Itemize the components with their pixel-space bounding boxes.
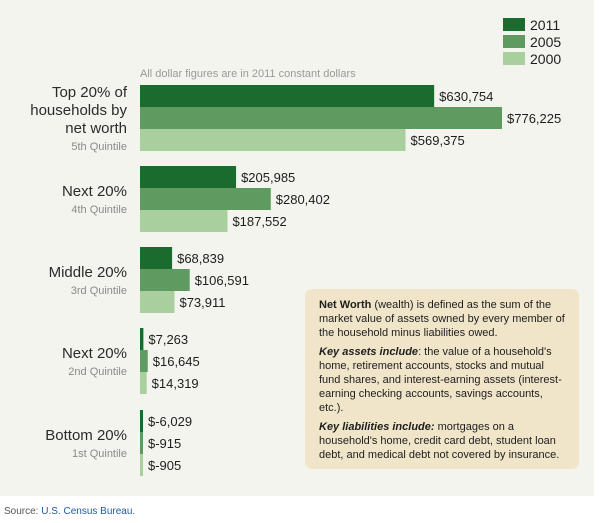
group-label-3-line-0: Next 20%: [62, 345, 127, 362]
group-label-0-line-0: Top 20% of: [52, 84, 128, 101]
group-sublabel-1: 4th Quintile: [71, 204, 127, 216]
value-label-2-2005: $106,591: [195, 273, 249, 288]
value-label-3-2005: $16,645: [153, 354, 200, 369]
bar-1-2000: [140, 210, 228, 232]
legend-label-2005: 2005: [530, 34, 561, 50]
legend-label-2011: 2011: [530, 17, 560, 33]
legend-swatch-2005: [503, 35, 525, 48]
value-label-2-2000: $73,911: [179, 295, 225, 310]
note-key-assets: Key assets include: the value of a house…: [319, 346, 562, 414]
value-label-0-2000: $569,375: [411, 133, 465, 148]
note-net-worth: Net Worth (wealth) is defined as the sum…: [319, 299, 565, 339]
group-label-4-line-0: Bottom 20%: [45, 427, 127, 444]
bar-3-2000: [140, 372, 147, 394]
value-label-2-2011: $68,839: [177, 251, 224, 266]
bar-4-2005: [140, 432, 143, 454]
bar-1-2005: [140, 188, 271, 210]
value-label-1-2011: $205,985: [241, 170, 295, 185]
bar-4-2011: [140, 410, 143, 432]
bar-0-2005: [140, 107, 502, 129]
bar-3-2011: [140, 328, 144, 350]
value-label-3-2000: $14,319: [152, 376, 199, 391]
group-label-1-line-0: Next 20%: [62, 183, 127, 200]
group-sublabel-4: 1st Quintile: [72, 448, 127, 460]
group-label-2-line-0: Middle 20%: [49, 264, 127, 281]
bar-1-2011: [140, 166, 237, 188]
legend-label-2000: 2000: [530, 51, 561, 67]
value-label-0-2005: $776,225: [507, 111, 561, 126]
value-label-1-2005: $280,402: [276, 192, 330, 207]
group-label-0-line-1: households by: [30, 102, 127, 119]
legend-swatch-2011: [503, 18, 525, 31]
bar-2-2011: [140, 247, 173, 269]
chart-subtitle: All dollar figures are in 2011 constant …: [140, 68, 356, 80]
bar-0-2011: [140, 85, 435, 107]
legend-swatch-2000: [503, 52, 525, 65]
bar-2-2005: [140, 269, 190, 291]
note-key-liabilities: Key liabilities include: mortgages on a …: [319, 421, 560, 461]
value-label-4-2005: $-915: [148, 436, 181, 451]
value-label-0-2011: $630,754: [439, 89, 493, 104]
net-worth-bar-chart: All dollar figures are in 2011 constant …: [30, 17, 561, 476]
definition-note-box: Net Worth (wealth) is defined as the sum…: [305, 289, 579, 469]
bar-0-2000: [140, 129, 406, 151]
value-label-3-2011: $7,263: [148, 332, 188, 347]
group-sublabel-0: 5th Quintile: [71, 141, 127, 153]
source-line: Source: U.S. Census Bureau.: [4, 506, 136, 517]
bar-2-2000: [140, 291, 175, 313]
value-label-4-2011: $-6,029: [148, 414, 192, 429]
value-label-4-2000: $-905: [148, 458, 181, 473]
bar-3-2005: [140, 350, 148, 372]
bar-4-2000: [140, 454, 143, 476]
group-label-0-line-2: net worth: [65, 120, 127, 137]
source-link[interactable]: U.S. Census Bureau: [41, 506, 133, 517]
group-sublabel-3: 2nd Quintile: [68, 366, 127, 378]
group-sublabel-2: 3rd Quintile: [71, 285, 127, 297]
value-label-1-2000: $187,552: [232, 214, 286, 229]
